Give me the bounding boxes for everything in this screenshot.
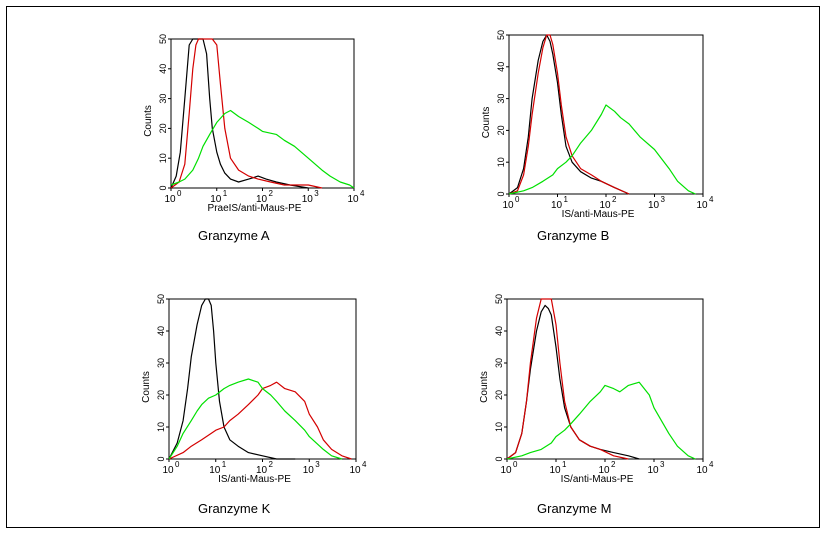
- x-tick-exponent: 4: [360, 189, 365, 198]
- x-tick-label: 10: [347, 194, 359, 205]
- x-tick-label: 10: [256, 465, 268, 476]
- x-tick-exponent: 2: [611, 460, 616, 469]
- y-tick-label: 20: [494, 390, 504, 400]
- y-tick-label: 50: [496, 30, 506, 40]
- y-tick-label: 10: [494, 422, 504, 432]
- x-tick-label: 10: [648, 200, 660, 211]
- black-histogram-line: [170, 38, 309, 189]
- y-tick-label: 50: [494, 294, 504, 304]
- red-histogram-line: [168, 381, 352, 460]
- x-tick-label: 10: [256, 194, 268, 205]
- y-tick-label: 40: [494, 326, 504, 336]
- y-tick-label: 20: [496, 125, 506, 135]
- histogram-panel-1: 01020304050Counts100101102103104PraeIS/a…: [143, 34, 365, 214]
- y-tick-label: 10: [496, 157, 506, 167]
- green-histogram-line: [508, 104, 696, 195]
- red-histogram-line: [508, 34, 630, 195]
- green-histogram-line: [168, 378, 343, 460]
- y-tick-label: 0: [156, 456, 166, 461]
- panel-caption: Granzyme A: [198, 228, 270, 243]
- x-tick-label: 10: [502, 200, 514, 211]
- x-tick-exponent: 3: [661, 195, 666, 204]
- x-tick-label: 10: [696, 200, 708, 211]
- x-tick-exponent: 0: [175, 460, 180, 469]
- y-tick-label: 30: [496, 94, 506, 104]
- x-tick-label: 10: [549, 465, 561, 476]
- figure-canvas: 01020304050Counts100101102103104PraeIS/a…: [141, 30, 714, 485]
- y-tick-label: 50: [156, 294, 166, 304]
- x-tick-exponent: 2: [612, 195, 617, 204]
- x-tick-label: 10: [349, 465, 361, 476]
- x-tick-label: 10: [210, 194, 222, 205]
- y-tick-label: 10: [156, 422, 166, 432]
- y-tick-label: 20: [156, 390, 166, 400]
- x-tick-exponent: 1: [222, 460, 227, 469]
- x-tick-exponent: 4: [709, 460, 714, 469]
- red-histogram-line: [170, 38, 323, 189]
- x-tick-exponent: 4: [362, 460, 367, 469]
- histogram-panel-4: 01020304050Counts100101102103104IS/anti-…: [479, 294, 714, 485]
- x-tick-exponent: 3: [660, 460, 665, 469]
- y-tick-label: 30: [494, 358, 504, 368]
- x-tick-label: 10: [598, 465, 610, 476]
- x-tick-label: 10: [164, 194, 176, 205]
- x-tick-label: 10: [303, 465, 315, 476]
- x-tick-label: 10: [302, 194, 314, 205]
- x-tick-label: 10: [162, 465, 174, 476]
- y-tick-label: 20: [158, 123, 168, 133]
- y-axis-label: Counts: [481, 107, 492, 139]
- x-tick-exponent: 0: [513, 460, 518, 469]
- x-tick-exponent: 0: [515, 195, 520, 204]
- x-tick-exponent: 1: [564, 195, 569, 204]
- panel-caption: Granzyme B: [537, 228, 610, 243]
- histogram-panel-2: 01020304050Counts100101102103104IS/anti-…: [481, 30, 714, 220]
- y-axis-label: Counts: [479, 371, 490, 403]
- x-tick-exponent: 2: [269, 189, 274, 198]
- figure-frame: 0 10 20 30 40 50 Counts 10 0 10 1 10 2 10 3 10 4 PraeIS/a…: [6, 6, 820, 528]
- x-tick-exponent: 4: [709, 195, 714, 204]
- x-tick-exponent: 3: [314, 189, 319, 198]
- y-axis-label: Counts: [143, 105, 154, 137]
- y-tick-label: 10: [158, 153, 168, 163]
- y-tick-label: 30: [156, 358, 166, 368]
- panel-caption: Granzyme K: [198, 501, 271, 516]
- black-histogram-line: [168, 298, 296, 460]
- x-tick-exponent: 3: [315, 460, 320, 469]
- x-tick-label: 10: [500, 465, 512, 476]
- x-tick-exponent: 0: [177, 189, 182, 198]
- x-tick-exponent: 1: [562, 460, 567, 469]
- y-tick-label: 0: [158, 185, 168, 190]
- y-tick-label: 40: [496, 62, 506, 72]
- x-tick-label: 10: [599, 200, 611, 211]
- x-tick-label: 10: [551, 200, 563, 211]
- x-axis-label: IS/anti-Maus-PE: [561, 474, 634, 485]
- x-tick-label: 10: [696, 465, 708, 476]
- histogram-panel-3: 01020304050Counts100101102103104IS/anti-…: [141, 294, 367, 485]
- black-histogram-line: [508, 34, 630, 195]
- y-tick-label: 40: [156, 326, 166, 336]
- black-histogram-line: [506, 304, 640, 460]
- red-histogram-line: [506, 298, 629, 460]
- x-axis-label: IS/anti-Maus-PE: [562, 209, 635, 220]
- x-tick-exponent: 2: [269, 460, 274, 469]
- x-tick-label: 10: [647, 465, 659, 476]
- plot-area-frame: [170, 38, 355, 189]
- x-axis-label: IS/anti-Maus-PE: [218, 474, 291, 485]
- green-histogram-line: [170, 109, 355, 189]
- y-axis-label: Counts: [141, 371, 152, 403]
- y-tick-label: 0: [496, 191, 506, 196]
- green-histogram-line: [506, 381, 696, 460]
- panel-caption: Granzyme M: [537, 501, 612, 516]
- y-tick-label: 40: [158, 64, 168, 74]
- y-tick-label: 50: [158, 34, 168, 44]
- y-tick-label: 0: [494, 456, 504, 461]
- x-tick-label: 10: [209, 465, 221, 476]
- y-tick-label: 30: [158, 94, 168, 104]
- x-axis-label: PraeIS/anti-Maus-PE: [208, 203, 302, 214]
- x-tick-exponent: 1: [223, 189, 228, 198]
